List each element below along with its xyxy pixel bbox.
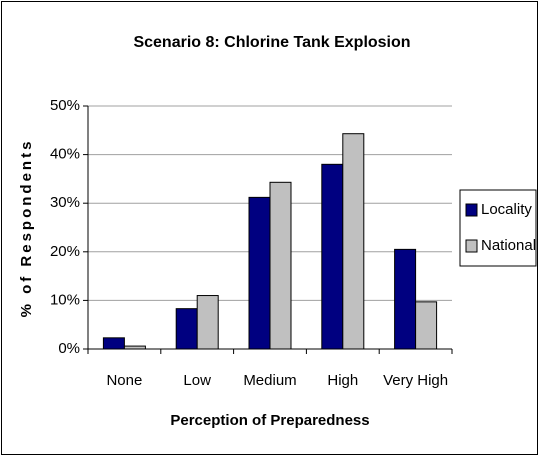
bar xyxy=(175,308,198,350)
chart-title: Scenario 8: Chlorine Tank Explosion xyxy=(133,34,410,51)
y-tick-label: 50% xyxy=(50,97,80,114)
x-tick-label: Low xyxy=(183,372,211,389)
bar xyxy=(342,133,365,350)
y-tick-label: 10% xyxy=(50,291,80,308)
bar xyxy=(415,301,438,350)
bar xyxy=(269,181,292,350)
bar xyxy=(248,196,271,350)
legend-swatch xyxy=(465,239,478,253)
legend-label: National xyxy=(481,237,536,254)
x-tick-label: Very High xyxy=(383,372,448,389)
y-tick-label: 40% xyxy=(50,146,80,163)
bar xyxy=(321,163,344,350)
x-tick-label: None xyxy=(106,372,142,389)
legend-swatch xyxy=(465,203,478,217)
y-tick-label: 30% xyxy=(50,194,80,211)
bar xyxy=(196,295,219,350)
x-tick-label: Medium xyxy=(243,372,296,389)
y-tick-label: 0% xyxy=(58,340,80,357)
legend-label: Locality xyxy=(481,201,532,218)
y-tick-label: 20% xyxy=(50,243,80,260)
x-tick-label: High xyxy=(327,372,358,389)
legend-box xyxy=(459,189,537,267)
x-axis-title: Perception of Preparedness xyxy=(170,412,369,429)
y-axis-title: % of Respondents xyxy=(18,139,35,318)
bar xyxy=(394,248,417,350)
bar xyxy=(102,337,125,350)
